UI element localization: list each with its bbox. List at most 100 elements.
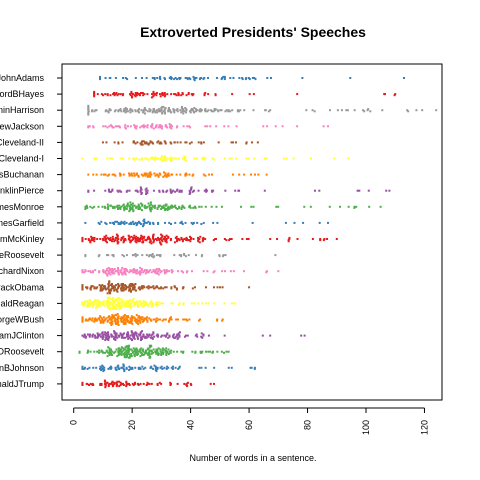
data-point bbox=[117, 334, 120, 337]
data-point bbox=[161, 127, 164, 130]
data-point bbox=[97, 335, 100, 338]
data-point bbox=[152, 109, 155, 112]
data-point bbox=[190, 108, 193, 111]
data-point bbox=[284, 221, 287, 224]
data-point bbox=[90, 110, 93, 113]
data-point bbox=[123, 356, 126, 359]
data-point bbox=[127, 350, 130, 353]
data-point bbox=[147, 143, 150, 146]
data-point bbox=[115, 205, 118, 208]
data-point bbox=[199, 318, 202, 321]
data-point bbox=[143, 304, 146, 307]
data-point bbox=[130, 221, 133, 224]
data-point bbox=[111, 126, 114, 129]
data-point bbox=[147, 236, 150, 239]
data-point bbox=[111, 189, 114, 192]
y-tick-label: FranklinDRoosevelt bbox=[0, 347, 44, 357]
data-point bbox=[175, 335, 178, 338]
data-point bbox=[143, 319, 146, 322]
data-point bbox=[107, 266, 110, 269]
data-point bbox=[165, 354, 168, 356]
data-point bbox=[139, 186, 142, 189]
data-point bbox=[176, 110, 179, 113]
data-point bbox=[369, 110, 372, 113]
data-point bbox=[122, 384, 125, 386]
data-point bbox=[106, 203, 109, 206]
data-point bbox=[105, 141, 108, 144]
data-point bbox=[132, 332, 135, 335]
data-point bbox=[190, 141, 193, 144]
data-point bbox=[111, 206, 114, 209]
data-point bbox=[97, 317, 100, 320]
data-point bbox=[188, 125, 191, 128]
data-point bbox=[176, 318, 179, 321]
data-point bbox=[184, 173, 187, 176]
data-point bbox=[207, 93, 210, 96]
data-point bbox=[92, 302, 95, 305]
data-point bbox=[111, 384, 114, 386]
data-point bbox=[152, 221, 155, 224]
data-point bbox=[113, 205, 116, 208]
data-point bbox=[104, 189, 107, 192]
data-point bbox=[157, 204, 160, 207]
data-point bbox=[150, 208, 153, 210]
data-point bbox=[108, 296, 111, 299]
data-point bbox=[223, 125, 226, 128]
data-point bbox=[103, 369, 106, 371]
data-point bbox=[132, 268, 135, 270]
data-point bbox=[167, 366, 170, 369]
data-point bbox=[305, 109, 308, 112]
data-point bbox=[172, 189, 175, 192]
data-point bbox=[168, 350, 171, 353]
data-point bbox=[129, 108, 132, 111]
data-point bbox=[139, 266, 142, 269]
data-point bbox=[95, 157, 98, 160]
data-point bbox=[188, 239, 191, 242]
data-point bbox=[186, 78, 189, 81]
data-point bbox=[229, 238, 232, 240]
data-point bbox=[135, 241, 138, 244]
data-point bbox=[129, 111, 132, 114]
data-point bbox=[110, 348, 113, 351]
data-point bbox=[155, 317, 158, 320]
data-point bbox=[145, 302, 148, 305]
data-point bbox=[177, 332, 180, 335]
data-point bbox=[122, 206, 125, 209]
data-point bbox=[347, 205, 350, 208]
data-point bbox=[132, 157, 135, 160]
data-point bbox=[163, 111, 166, 114]
data-point bbox=[81, 301, 84, 304]
data-point bbox=[136, 254, 139, 257]
data-point bbox=[150, 365, 153, 368]
data-point bbox=[134, 110, 137, 113]
data-point bbox=[111, 354, 114, 356]
data-point bbox=[131, 109, 134, 112]
data-point bbox=[85, 205, 88, 208]
data-point bbox=[247, 157, 250, 160]
data-point bbox=[157, 175, 160, 178]
data-point bbox=[166, 350, 169, 353]
data-point bbox=[182, 303, 185, 306]
data-point bbox=[143, 205, 146, 208]
data-point bbox=[201, 302, 204, 305]
data-point bbox=[87, 105, 90, 108]
data-point bbox=[101, 364, 104, 367]
data-point bbox=[138, 273, 141, 276]
data-point bbox=[121, 304, 124, 307]
data-point bbox=[150, 300, 153, 303]
data-point bbox=[125, 335, 128, 338]
data-point bbox=[114, 322, 117, 325]
data-point bbox=[167, 320, 170, 323]
data-point bbox=[210, 109, 213, 112]
data-point bbox=[143, 317, 146, 320]
data-point bbox=[132, 238, 135, 240]
data-point bbox=[358, 189, 361, 192]
data-point bbox=[113, 307, 116, 310]
data-point bbox=[155, 124, 158, 127]
data-point bbox=[81, 382, 84, 385]
data-point bbox=[178, 366, 181, 369]
data-point bbox=[135, 157, 138, 160]
data-point bbox=[333, 157, 336, 160]
data-point bbox=[120, 302, 123, 305]
data-point bbox=[125, 380, 128, 383]
